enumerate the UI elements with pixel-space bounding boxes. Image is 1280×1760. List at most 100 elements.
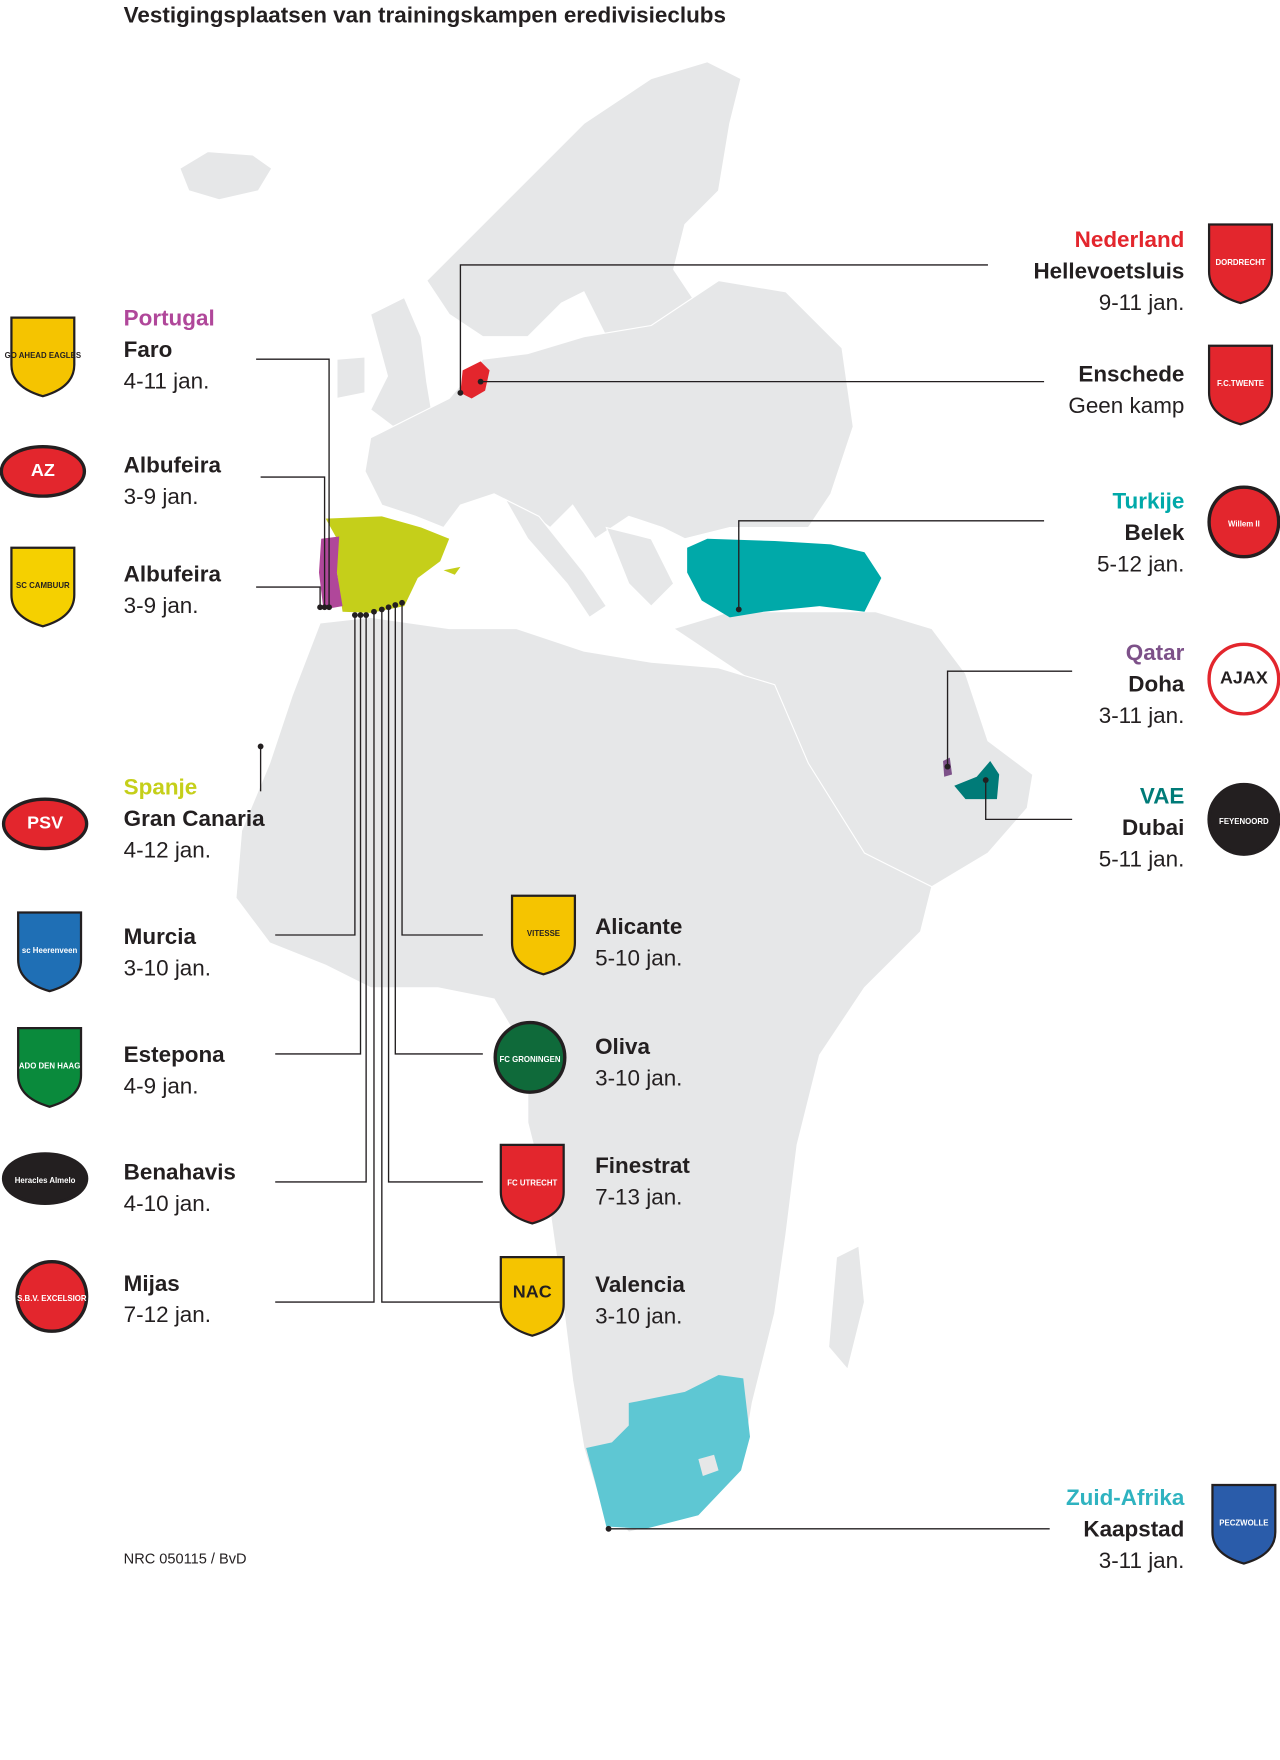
club-logo: AZ (0, 445, 87, 498)
camp-dates: 5-11 jan. (1099, 847, 1185, 872)
country-spanje (325, 516, 461, 613)
camp-dates: 3-10 jan. (595, 1303, 682, 1328)
city-name: Hellevoetsluis (1033, 258, 1184, 283)
club-logo: S.B.V. EXCELSIOR (15, 1259, 89, 1333)
city-name: Murcia (124, 924, 197, 949)
label-murcia: Murcia 3-10 jan. (124, 924, 211, 980)
club-logo: PECZWOLLE (1211, 1483, 1277, 1565)
svg-text:AJAX: AJAX (1220, 668, 1268, 688)
country-turkije (687, 538, 882, 618)
svg-text:FEYENOORD: FEYENOORD (1219, 817, 1269, 826)
location-dot (317, 604, 324, 611)
svg-text:S.B.V. EXCELSIOR: S.B.V. EXCELSIOR (17, 1294, 87, 1303)
label-benahavis: Benahavis 4-10 jan. (124, 1160, 236, 1216)
camp-dates: 7-12 jan. (124, 1302, 211, 1327)
svg-text:SC CAMBUUR: SC CAMBUUR (16, 581, 70, 590)
city-name: Belek (1125, 520, 1185, 545)
leader-line (256, 586, 321, 608)
leader-line (394, 605, 483, 1055)
camp-dates: 3-10 jan. (124, 955, 211, 980)
label-faro: Portugal Faro 4-11 jan. (124, 306, 215, 394)
leader-line (946, 670, 1073, 767)
leader-line (738, 520, 1045, 610)
camp-dates: 4-12 jan. (124, 838, 211, 863)
country-name: Qatar (1126, 640, 1185, 665)
label-finestrat: Finestrat 7-13 jan. (595, 1153, 690, 1209)
country-name: Portugal (124, 306, 215, 331)
city-name: Alicante (595, 914, 682, 939)
label-estepona: Estepona 4-9 jan. (124, 1042, 226, 1098)
svg-text:AZ: AZ (31, 460, 55, 480)
lesotho (698, 1454, 719, 1477)
location-dot (944, 763, 951, 770)
label-valencia: Valencia 3-10 jan. (595, 1272, 685, 1328)
country-vae (954, 761, 1000, 800)
label-albufeira: Albufeira 3-9 jan. (124, 453, 222, 509)
club-logo: AJAX (1207, 642, 1280, 716)
city-name: Albufeira (124, 561, 222, 586)
labels: Nederland Hellevoetsluis 9-11 jan. DORDRECH… (0, 223, 1280, 1573)
camp-dates: 5-12 jan. (1097, 551, 1184, 576)
city-name: Dubai (1122, 815, 1184, 840)
city-name: Faro (124, 337, 173, 362)
country-name: Nederland (1075, 227, 1185, 252)
svg-text:F.C.TWENTE: F.C.TWENTE (1217, 379, 1264, 388)
label-gran-canaria: Spanje Gran Canaria 4-12 jan. (124, 775, 265, 863)
location-dot (477, 378, 484, 385)
svg-text:ADO DEN HAAG: ADO DEN HAAG (19, 1062, 80, 1071)
svg-text:FC GRONINGEN: FC GRONINGEN (499, 1055, 560, 1064)
city-name: Oliva (595, 1034, 650, 1059)
svg-text:sc Heerenveen: sc Heerenveen (22, 946, 78, 955)
camp-dates: 3-9 jan. (124, 593, 199, 618)
label-belek: Turkije Belek 5-12 jan. (1097, 488, 1185, 576)
svg-text:VITESSE: VITESSE (527, 929, 560, 938)
label-dubai: VAE Dubai 5-11 jan. (1099, 784, 1185, 872)
city-name: Mijas (124, 1271, 180, 1296)
club-logo: PSV (1, 797, 89, 851)
camp-dates: 3-9 jan. (124, 484, 199, 509)
location-dot (351, 612, 358, 619)
city-name: Benahavis (124, 1160, 236, 1185)
svg-text:DORDRECHT: DORDRECHT (1215, 258, 1265, 267)
location-dot (357, 612, 364, 619)
location-dot (378, 606, 385, 613)
location-dot (257, 743, 264, 750)
camp-dates: 4-9 jan. (124, 1073, 199, 1098)
city-name: Gran Canaria (124, 806, 265, 831)
location-dot (399, 599, 405, 606)
location-dot (982, 777, 989, 784)
club-logo: DORDRECHT (1207, 223, 1274, 305)
camp-dates: 3-11 jan. (1099, 703, 1185, 728)
leader-line (260, 476, 326, 608)
leader-line (275, 611, 375, 1303)
club-logo: VITESSE (510, 894, 577, 976)
camp-dates: 4-11 jan. (124, 368, 210, 393)
svg-text:GO AHEAD EAGLES: GO AHEAD EAGLES (5, 351, 81, 360)
landmass (179, 61, 1034, 1533)
club-logo: SC CAMBUUR (10, 546, 76, 628)
country-zuid-afrika (586, 1375, 750, 1529)
europe-mainland (364, 280, 854, 540)
label-albufeira: Albufeira 3-9 jan. (124, 561, 222, 617)
city-name: Doha (1128, 671, 1185, 696)
camp-dates: 4-10 jan. (124, 1191, 211, 1216)
club-logo: GO AHEAD EAGLES (5, 316, 81, 398)
location-dot (326, 604, 332, 611)
location-dot (392, 602, 399, 608)
label-alicante: Alicante 5-10 jan. (595, 914, 682, 970)
location-dot (321, 604, 328, 611)
iceland (179, 150, 273, 201)
country-nederland (460, 361, 490, 399)
leader-line (387, 607, 483, 1183)
camp-dates: 3-11 jan. (1099, 1548, 1185, 1573)
leader-line (459, 264, 988, 393)
scandinavia (426, 61, 742, 360)
svg-text:PSV: PSV (27, 812, 63, 832)
location-dot (385, 604, 392, 611)
club-logo: NAC (499, 1256, 565, 1337)
location-dot (735, 606, 742, 613)
location-dot (605, 1525, 612, 1532)
club-logo: ADO DEN HAAG (17, 1027, 83, 1108)
label-kaapstad: Zuid-Afrika Kaapstad 3-11 jan. (1066, 1485, 1185, 1573)
